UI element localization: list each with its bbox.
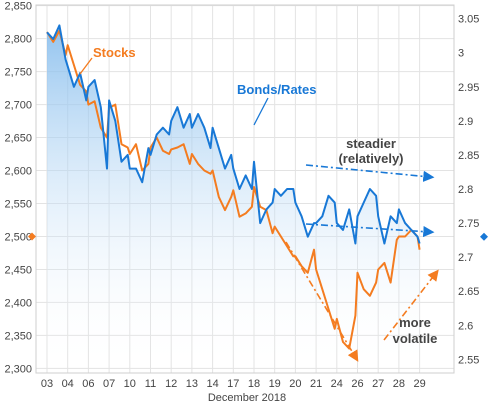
x-tick-label: 14 bbox=[206, 378, 218, 390]
y-left-tick-label: 2,550 bbox=[4, 199, 32, 211]
x-tick-label: 20 bbox=[289, 378, 301, 390]
x-tick-label: 11 bbox=[145, 378, 156, 390]
y-right-tick-label: 2.95 bbox=[458, 82, 479, 94]
y-left-tick-label: 2,400 bbox=[4, 297, 32, 309]
steadier-top-arrow bbox=[305, 164, 435, 182]
x-tick-label: 18 bbox=[248, 378, 260, 390]
y-left-tick-label: 2,350 bbox=[4, 330, 32, 342]
x-tick-label: 29 bbox=[413, 378, 425, 390]
x-tick-label: 24 bbox=[331, 378, 343, 390]
left-axis-marker bbox=[28, 232, 36, 241]
x-axis-title: December 2018 bbox=[208, 392, 286, 404]
y-right-tick-label: 2.9 bbox=[458, 116, 473, 128]
y-right-tick-label: 2.7 bbox=[458, 252, 473, 264]
series-lines bbox=[46, 24, 421, 350]
y-right-tick-label: 2.85 bbox=[458, 150, 479, 162]
series-line-bonds-rates bbox=[46, 24, 421, 245]
axes: 2,300 2,350 2,400 2,450 2,500 2,550 2,600 2,650… bbox=[4, 1, 479, 404]
volatile-up-arrow bbox=[383, 269, 439, 341]
annotations: Stocks Bonds/Rates steadier (relatively)… bbox=[93, 45, 437, 346]
x-tick-label: 28 bbox=[393, 378, 405, 390]
stocks-annotation: Stocks bbox=[93, 45, 136, 60]
x-tick-label: 27 bbox=[372, 378, 384, 390]
x-tick-label: 21 bbox=[310, 378, 322, 390]
steadier-annotation: steadier bbox=[346, 136, 396, 151]
y-left-tick-label: 2,500 bbox=[4, 231, 32, 243]
bonds-area bbox=[47, 25, 420, 374]
x-tick-label: 03 bbox=[41, 378, 53, 390]
bonds-label-pointer bbox=[253, 97, 269, 126]
y-right-tick-label: 2.6 bbox=[458, 320, 473, 332]
y-right-tick-label: 3 bbox=[458, 48, 464, 60]
y-left-tick-label: 2,750 bbox=[4, 67, 32, 79]
y-right-tick-label: 2.65 bbox=[458, 286, 479, 298]
x-tick-label: 13 bbox=[186, 378, 198, 390]
volatile-annotation: volatile bbox=[393, 331, 438, 346]
axis-markers bbox=[28, 232, 488, 241]
y-left-tick-label: 2,600 bbox=[4, 166, 32, 178]
x-tick-label: 06 bbox=[82, 378, 94, 390]
y-left-tick-label: 2,800 bbox=[4, 34, 32, 46]
y-left-tick-label: 2,700 bbox=[4, 100, 32, 112]
relatively-annotation: (relatively) bbox=[338, 151, 403, 166]
y-right-tick-label: 2.55 bbox=[458, 354, 479, 366]
y-left-tick-label: 2,650 bbox=[4, 133, 32, 145]
x-tick-label: 17 bbox=[227, 378, 239, 390]
x-tick-label: 10 bbox=[124, 378, 136, 390]
y-right-tick-label: 2.75 bbox=[458, 218, 479, 230]
y-left-tick-label: 2,850 bbox=[4, 1, 32, 13]
annotation-arrows bbox=[79, 57, 439, 362]
x-tick-label: 04 bbox=[62, 378, 74, 390]
y-left-tick-label: 2,300 bbox=[4, 363, 32, 375]
right-axis-marker bbox=[480, 232, 488, 241]
x-tick-label: 19 bbox=[269, 378, 281, 390]
y-left-tick-label: 2,450 bbox=[4, 264, 32, 276]
plot-border bbox=[35, 4, 455, 374]
stocks-label-pointer bbox=[79, 57, 93, 75]
steadier-bottom-arrow bbox=[305, 223, 435, 238]
area-fill bbox=[47, 25, 420, 374]
more-annotation: more bbox=[399, 315, 431, 330]
x-tick-label: 12 bbox=[165, 378, 177, 390]
y-right-tick-label: 3.05 bbox=[458, 14, 479, 26]
y-right-tick-label: 2.8 bbox=[458, 184, 473, 196]
x-tick-label: 26 bbox=[351, 378, 363, 390]
bonds-annotation: Bonds/Rates bbox=[237, 82, 316, 97]
x-tick-label: 07 bbox=[103, 378, 115, 390]
